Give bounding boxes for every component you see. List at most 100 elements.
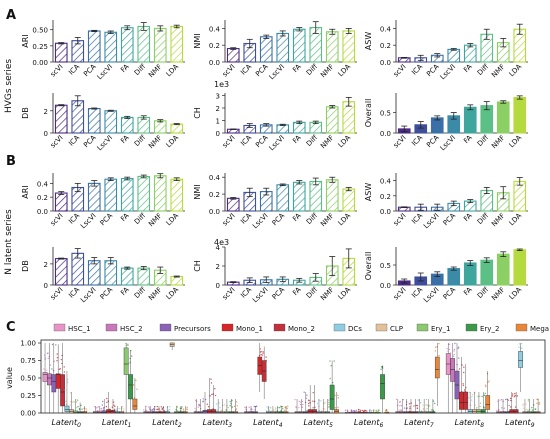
outlier-point — [70, 400, 72, 403]
bar-lda — [513, 180, 527, 212]
outlier-point — [131, 355, 133, 357]
y-axis-label: CH — [193, 107, 202, 119]
outlier-point — [182, 408, 185, 410]
outlier-point — [531, 409, 534, 411]
outlier-point — [320, 400, 322, 402]
outlier-point — [135, 379, 137, 382]
outlier-point — [400, 409, 403, 412]
outlier-point — [287, 405, 289, 407]
outlier-point — [101, 404, 103, 406]
outlier-point — [207, 406, 210, 408]
bar-lscvi — [87, 260, 101, 286]
outlier-point — [197, 406, 199, 408]
outlier-point — [503, 407, 506, 409]
outlier-point — [525, 403, 527, 405]
x-tick-label: LDA — [165, 286, 181, 302]
outlier-point — [186, 406, 188, 409]
legend-label: HSC_2 — [120, 325, 143, 333]
outlier-point — [163, 410, 166, 412]
outlier-point — [518, 346, 520, 348]
legend-label: Mono_2 — [288, 325, 315, 333]
outlier-point — [272, 409, 274, 412]
bar-fa — [120, 27, 134, 63]
bar-lda — [513, 249, 527, 286]
outlier-point — [123, 408, 125, 410]
outlier-point — [476, 406, 478, 409]
bar-lscvi — [104, 31, 118, 63]
box-mono_1 — [55, 373, 61, 389]
outlier-point — [231, 406, 234, 408]
x-tick-label: FA — [119, 212, 131, 224]
outlier-point — [274, 409, 276, 411]
y-tick-label: 0.4 — [209, 174, 221, 182]
y-tick-label: 0.4 — [380, 25, 392, 33]
outlier-point — [361, 409, 363, 412]
outlier-point — [479, 395, 481, 397]
outlier-point — [278, 406, 281, 409]
x-tick-label: NMF — [147, 212, 163, 228]
outlier-point — [298, 406, 300, 409]
bar-scvi — [226, 197, 240, 212]
bar-fa — [463, 106, 477, 134]
bar-fa — [463, 262, 477, 286]
outlier-point — [438, 342, 440, 345]
legend-swatch — [416, 323, 429, 332]
bar-pca — [104, 260, 118, 286]
x-tick-label: NMF — [319, 286, 335, 302]
legend-swatch — [333, 323, 346, 332]
outlier-point — [370, 409, 373, 412]
outlier-point — [399, 404, 401, 407]
bar-nmf — [496, 101, 510, 134]
outlier-point — [56, 357, 59, 359]
x-tick-label: NMF — [319, 63, 335, 79]
bar-nmf — [325, 106, 339, 134]
outlier-point — [258, 355, 261, 357]
x-tick-label: Latent0 — [51, 418, 81, 429]
outlier-point — [479, 405, 481, 408]
outlier-point — [434, 402, 436, 405]
outlier-point — [126, 344, 129, 346]
outlier-point — [73, 401, 75, 403]
x-tick-label: ICA — [410, 134, 424, 148]
bar-lda — [342, 30, 356, 63]
outlier-point — [66, 378, 69, 381]
outlier-point — [223, 404, 226, 406]
outlier-point — [248, 406, 250, 409]
outlier-point — [282, 408, 284, 410]
y-tick-label: 0 — [44, 130, 48, 138]
outlier-point — [527, 398, 530, 401]
outlier-point — [372, 409, 374, 412]
legend-swatch — [375, 323, 388, 332]
outlier-point — [298, 400, 300, 402]
x-tick-label: scVI — [221, 286, 237, 302]
outlier-point — [118, 407, 120, 410]
outlier-point — [301, 406, 303, 408]
bar-nmf — [153, 27, 167, 63]
y-tick-label: 0.00 — [32, 59, 48, 67]
outlier-point — [333, 360, 335, 362]
outlier-point — [80, 404, 82, 407]
outlier-point — [102, 407, 105, 409]
x-tick-label: Diff — [305, 212, 319, 226]
bar-diff — [137, 25, 151, 63]
legend-label: Ery_2 — [480, 325, 499, 333]
outlier-point — [380, 368, 382, 371]
bar-pca — [447, 268, 461, 286]
outlier-point — [496, 409, 498, 411]
outlier-point — [72, 401, 74, 403]
outlier-point — [262, 352, 264, 354]
outlier-point — [337, 406, 339, 409]
outlier-point — [168, 405, 171, 408]
outlier-point — [481, 395, 483, 398]
box-mono_2 — [211, 409, 217, 414]
bar-scvi — [54, 42, 68, 63]
box-mono_1 — [207, 409, 212, 414]
bar-fa — [120, 116, 134, 134]
outlier-point — [102, 409, 105, 411]
outlier-point — [323, 408, 326, 410]
box-dcs — [64, 405, 70, 412]
legend-swatch — [53, 323, 66, 332]
box-ery_1 — [476, 409, 482, 414]
